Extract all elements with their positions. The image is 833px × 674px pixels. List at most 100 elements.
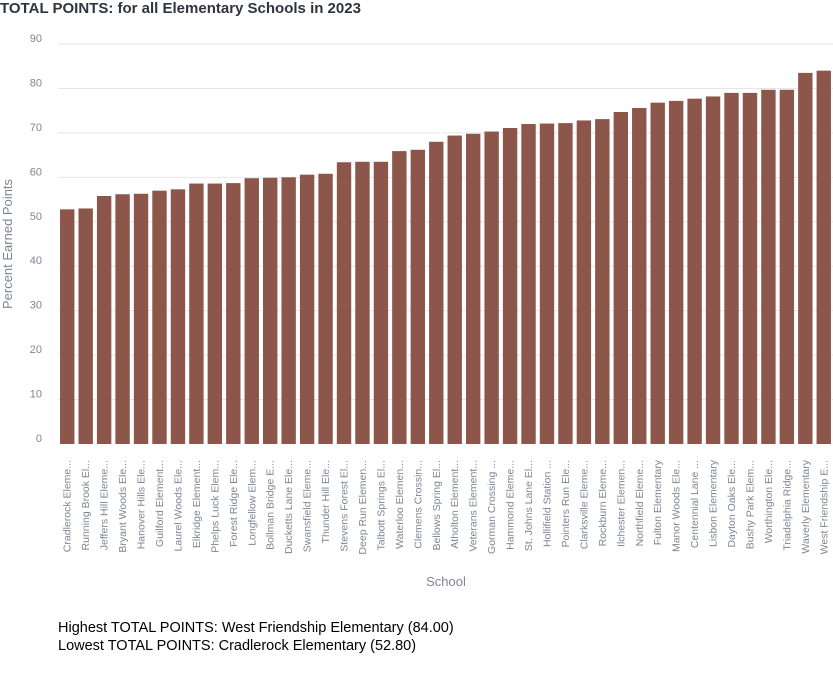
x-tick-label: Manor Woods Ele... xyxy=(671,460,683,552)
x-tick-label: Deep Run Elemen... xyxy=(357,460,369,555)
grid-lines xyxy=(58,43,833,401)
x-tick-label: Worthington Ele... xyxy=(763,460,775,543)
x-tick-label: Hanover Hills Ele... xyxy=(136,460,148,549)
bar[interactable] xyxy=(133,193,149,444)
bar[interactable] xyxy=(152,190,167,444)
bar[interactable] xyxy=(798,72,813,444)
bar[interactable] xyxy=(78,208,93,444)
bar[interactable] xyxy=(576,120,592,444)
y-axis-title: Percent Earned Points xyxy=(0,178,15,309)
bar[interactable] xyxy=(558,123,573,444)
bar[interactable] xyxy=(705,96,721,444)
bar[interactable] xyxy=(189,183,204,445)
y-tick-label: 30 xyxy=(30,300,42,312)
x-tick-label: Rockburn Eleme... xyxy=(597,460,609,546)
x-tick-label: Phelps Luck Elem... xyxy=(209,460,221,553)
x-tick-label: St. Johns Lane El... xyxy=(523,460,535,551)
x-tick-label: West Friendship E... xyxy=(818,460,830,554)
x-axis-title: School xyxy=(426,574,466,589)
bar[interactable] xyxy=(207,183,223,445)
bar[interactable] xyxy=(668,100,684,444)
bar[interactable] xyxy=(484,131,499,445)
x-tick-label: Dayton Oaks Ele... xyxy=(726,460,738,548)
bar[interactable] xyxy=(502,128,518,444)
summary-block: Highest TOTAL POINTS: West Friendship El… xyxy=(58,619,454,655)
x-tick-label: Bollman Bridge E... xyxy=(265,460,277,550)
bar[interactable] xyxy=(613,112,628,444)
x-tick-label: Gorman Crossing ... xyxy=(486,460,498,554)
x-tick-label: Cradlerock Eleme... xyxy=(62,460,74,552)
bar[interactable] xyxy=(742,92,758,444)
bar[interactable] xyxy=(465,133,481,444)
chart-title: TOTAL POINTS: for all Elementary Schools… xyxy=(0,0,361,17)
bars xyxy=(60,70,831,445)
bar-chart: 0 10 20 30 40 50 60 70 80 90 Cradlerock Eleme... R… xyxy=(0,33,833,589)
y-tick-label: 0 xyxy=(36,433,42,445)
x-tick-label: Bellows Spring El... xyxy=(431,460,443,550)
x-tick-label: Atholton Element... xyxy=(449,460,461,549)
x-tick-label: Triadelphia Ridge... xyxy=(781,460,793,551)
bar[interactable] xyxy=(521,124,536,444)
x-tick-label: Elkridge Element... xyxy=(191,460,203,548)
x-tick-label: Bushy Park Elem... xyxy=(744,460,756,549)
x-tick-label: Swansfield Eleme... xyxy=(302,460,314,552)
x-tick-label: Waterloo Elemen... xyxy=(394,460,406,549)
y-tick-label: 10 xyxy=(30,389,42,401)
x-axis-ticks: Cradlerock Eleme... Running Brook El... Je… xyxy=(62,459,831,554)
x-tick-label: Pointers Run Ele... xyxy=(560,460,572,548)
x-tick-label: Guilford Element... xyxy=(154,460,166,547)
bar[interactable] xyxy=(244,178,259,444)
y-tick-label: 90 xyxy=(30,33,42,45)
bar[interactable] xyxy=(410,149,426,444)
highest-summary: Highest TOTAL POINTS: West Friendship El… xyxy=(58,620,454,636)
x-tick-label: Waverly Elementary xyxy=(800,459,812,553)
x-tick-label: Running Brook El... xyxy=(80,460,92,550)
y-tick-label: 50 xyxy=(30,211,42,223)
x-tick-label: Veterans Element... xyxy=(468,460,480,552)
bar[interactable] xyxy=(392,151,407,444)
y-axis-ticks: 0 10 20 30 40 50 60 70 80 90 xyxy=(30,33,42,445)
bar[interactable] xyxy=(447,135,462,445)
bar[interactable] xyxy=(429,141,444,444)
x-tick-label: Longfellow Elem... xyxy=(246,460,258,546)
x-tick-label: Stevens Forest El... xyxy=(339,460,351,552)
bar[interactable] xyxy=(96,196,112,444)
x-tick-label: Ducketts Lane Ele... xyxy=(283,460,295,554)
y-tick-label: 70 xyxy=(30,122,42,134)
x-tick-label: Forest Ridge Ele... xyxy=(228,460,240,547)
bar[interactable] xyxy=(115,194,130,444)
x-tick-label: Lisbon Elementary xyxy=(708,459,720,547)
x-tick-label: Fulton Elementary xyxy=(652,459,664,545)
x-tick-label: Clarksville Eleme... xyxy=(578,460,590,549)
bar[interactable] xyxy=(336,162,352,444)
x-tick-label: Centennial Lane ... xyxy=(689,460,701,548)
x-tick-label: Thunder Hill Ele... xyxy=(320,460,332,543)
x-tick-label: Talbott Springs El... xyxy=(375,460,387,550)
bar[interactable] xyxy=(299,174,315,444)
x-tick-label: Hammond Eleme... xyxy=(505,460,517,550)
x-tick-label: Northfield Eleme... xyxy=(634,460,646,546)
bar[interactable] xyxy=(816,70,831,445)
bar[interactable] xyxy=(632,108,647,444)
bar[interactable] xyxy=(263,177,278,444)
x-tick-label: Hollifield Station ... xyxy=(541,460,553,547)
x-tick-label: Bryant Woods Ele... xyxy=(117,460,129,553)
bar[interactable] xyxy=(373,161,389,444)
bar[interactable] xyxy=(60,209,75,444)
bar[interactable] xyxy=(355,161,370,444)
bar[interactable] xyxy=(318,173,333,444)
bar[interactable] xyxy=(595,119,610,444)
x-tick-label: Ilchester Elemen... xyxy=(615,460,627,547)
y-tick-label: 40 xyxy=(30,255,42,267)
bar[interactable] xyxy=(170,189,186,444)
bar[interactable] xyxy=(539,123,555,445)
bar[interactable] xyxy=(761,89,776,445)
bar[interactable] xyxy=(724,92,739,444)
bar[interactable] xyxy=(650,102,665,445)
bar[interactable] xyxy=(226,183,241,444)
bar[interactable] xyxy=(281,177,296,445)
lowest-summary: Lowest TOTAL POINTS: Cradlerock Elementa… xyxy=(58,638,417,654)
y-tick-label: 60 xyxy=(30,166,42,178)
bar[interactable] xyxy=(779,89,795,445)
bar[interactable] xyxy=(687,98,702,445)
